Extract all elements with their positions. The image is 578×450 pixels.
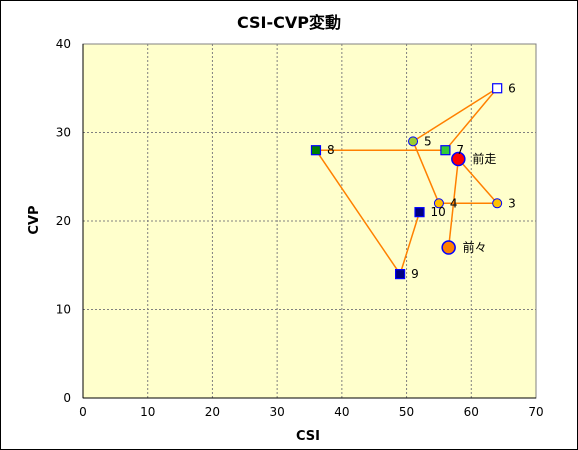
connector-line xyxy=(444,87,498,151)
point-label: 5 xyxy=(424,134,432,148)
point-label: 3 xyxy=(508,196,516,210)
point-label: 6 xyxy=(508,81,516,95)
y-tick-label: 30 xyxy=(56,126,71,140)
point-label: 9 xyxy=(411,267,419,281)
point-label: 7 xyxy=(456,143,464,157)
x-axis-label: CSI xyxy=(296,429,320,444)
point-marker xyxy=(395,269,406,280)
x-tick-label: 10 xyxy=(140,405,155,419)
connector-line xyxy=(412,87,498,142)
chart-title: CSI-CVP変動 xyxy=(237,13,341,32)
point-label: 前々 xyxy=(463,240,487,255)
point-label: 10 xyxy=(431,205,446,219)
connector-line xyxy=(399,211,421,275)
point-label: 前走 xyxy=(472,151,496,166)
x-tick-label: 40 xyxy=(334,405,349,419)
point-labels: 前々 前走 3 4 5 6 7 8 9 10 xyxy=(327,81,516,281)
point-label: 4 xyxy=(450,196,458,210)
point-marker xyxy=(433,198,444,209)
x-tick-label: 70 xyxy=(528,405,543,419)
y-axis-ticks: 0 10 20 30 40 xyxy=(56,37,71,405)
y-tick-label: 40 xyxy=(56,37,71,51)
point-marker xyxy=(440,145,451,156)
data-markers xyxy=(310,83,503,280)
y-tick-label: 20 xyxy=(56,214,71,228)
point-marker xyxy=(310,145,322,156)
x-tick-label: 0 xyxy=(79,405,87,419)
connector-line xyxy=(315,149,401,275)
connector-line xyxy=(412,141,440,204)
connecting-lines xyxy=(315,87,498,275)
point-marker xyxy=(492,83,503,94)
connector-line xyxy=(457,158,498,204)
x-tick-label: 60 xyxy=(464,405,479,419)
y-tick-label: 10 xyxy=(56,303,71,317)
point-label: 8 xyxy=(327,143,335,157)
point-marker xyxy=(451,151,466,167)
x-tick-label: 30 xyxy=(270,405,285,419)
point-marker xyxy=(492,198,503,209)
point-marker xyxy=(441,240,456,255)
x-tick-label: 20 xyxy=(205,405,220,419)
point-marker xyxy=(408,136,419,147)
y-axis-label: CVP xyxy=(27,205,42,234)
x-axis-ticks: 0 10 20 30 40 50 60 70 xyxy=(79,405,543,419)
x-tick-label: 50 xyxy=(399,405,414,419)
y-tick-label: 0 xyxy=(63,391,71,405)
point-marker xyxy=(414,207,425,218)
